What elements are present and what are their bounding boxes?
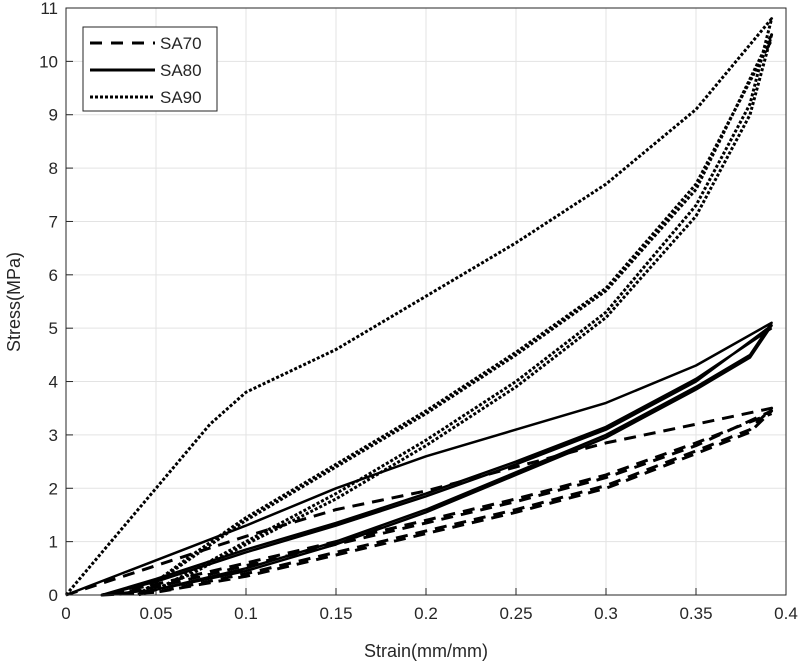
x-tick-label: 0.4	[774, 604, 798, 623]
y-tick-label: 4	[49, 373, 58, 392]
y-tick-label: 2	[49, 479, 58, 498]
axes-box	[65, 7, 787, 596]
y-tick-label: 10	[39, 52, 58, 71]
y-tick-label: 3	[49, 426, 58, 445]
y-tick-label: 1	[49, 533, 58, 552]
x-axis-label: Strain(mm/mm)	[364, 641, 488, 661]
series-line-sa90	[64, 17, 774, 597]
y-tick-label: 9	[49, 106, 58, 125]
legend-label-sa90: SA90	[160, 88, 202, 107]
x-tick-label: 0.25	[499, 604, 532, 623]
x-tick-label: 0.2	[414, 604, 438, 623]
x-tick-label: 0.05	[139, 604, 172, 623]
y-tick-label: 7	[49, 212, 58, 231]
y-tick-label: 6	[49, 266, 58, 285]
y-axis-label: Stress(MPa)	[4, 252, 24, 352]
series-line-sa70	[65, 406, 774, 597]
x-tick-label: 0.15	[319, 604, 352, 623]
x-tick-label: 0.35	[679, 604, 712, 623]
tick-labels: 0 0.05 0.1 0.15 0.2 0.25 0.3 0.35 0.4 0 1 2 3 4 5 6 7 8 9 1…	[39, 0, 798, 623]
legend-label-sa70: SA70	[160, 34, 202, 53]
legend-label-sa80: SA80	[160, 61, 202, 80]
x-tick-label: 0.3	[594, 604, 618, 623]
y-tick-label: 11	[40, 0, 58, 18]
y-tick-label: 8	[49, 159, 58, 178]
series-lines	[64, 17, 774, 597]
x-tick-label: 0	[61, 604, 70, 623]
x-tick-label: 0.1	[234, 604, 258, 623]
legend: SA70 SA80 SA90	[82, 26, 218, 112]
series-line-sa80	[65, 321, 773, 597]
y-tick-label: 0	[49, 586, 58, 605]
y-tick-label: 5	[49, 319, 58, 338]
